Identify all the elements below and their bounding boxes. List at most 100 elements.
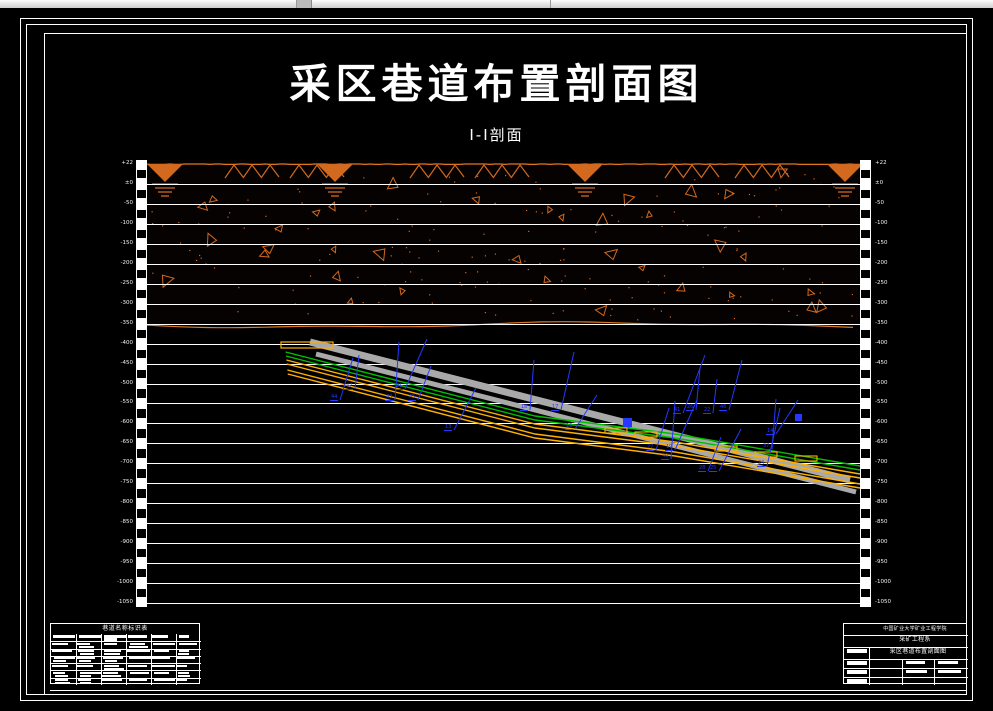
annotation-label[interactable]: 45 bbox=[408, 394, 417, 401]
annotation-label[interactable]: 21 bbox=[395, 383, 404, 390]
legend-cell-text bbox=[128, 679, 148, 682]
legend-cell-text bbox=[154, 649, 170, 653]
legend-cell-text bbox=[53, 657, 75, 660]
annotation-label[interactable]: 14 bbox=[766, 428, 775, 435]
gravel-symbol bbox=[777, 168, 789, 179]
annotation-label[interactable]: 25 bbox=[709, 465, 718, 472]
axis-tick-label: -100 bbox=[875, 219, 888, 226]
legend-row-divider bbox=[51, 656, 201, 657]
sand-dot bbox=[647, 281, 649, 283]
gridline bbox=[145, 283, 860, 285]
sand-dot bbox=[494, 253, 497, 255]
drawing-name: 采区巷道布置剖面图 bbox=[889, 648, 947, 655]
sand-dot bbox=[307, 313, 309, 315]
ruler-block bbox=[137, 229, 146, 239]
sand-dot bbox=[669, 316, 672, 318]
annotation-label[interactable]: 18 bbox=[520, 404, 529, 411]
legend-cell-text bbox=[102, 679, 122, 682]
legend-cell-text bbox=[78, 635, 101, 638]
sand-dot bbox=[418, 257, 420, 259]
gridline bbox=[145, 363, 860, 365]
axis-tick-label: -150 bbox=[875, 239, 888, 246]
title-block-cell-text bbox=[906, 670, 927, 673]
legend-cell-text bbox=[103, 635, 126, 638]
axis-tick-label: ±0 bbox=[875, 179, 884, 186]
ruler-block bbox=[861, 249, 870, 259]
annotation-label[interactable]: 24 bbox=[757, 460, 766, 467]
sand-dot bbox=[448, 176, 451, 178]
title-block-row-label bbox=[847, 670, 867, 674]
ruler-block bbox=[137, 269, 146, 279]
ruler-block bbox=[137, 349, 146, 358]
annotation-label[interactable]: 22 bbox=[703, 407, 712, 414]
gravel-symbol bbox=[208, 195, 219, 203]
gravel-symbol bbox=[543, 275, 552, 284]
title-block[interactable]: 中国矿业大学矿业工程学院 采矿工程系 采区巷道布置剖面图 bbox=[843, 623, 968, 685]
roadway-legend-table[interactable]: 巷道名称标识表 bbox=[50, 623, 201, 685]
legend-cell-text bbox=[152, 664, 175, 667]
sand-dot bbox=[427, 193, 429, 195]
ruler-block bbox=[861, 529, 870, 538]
axis-tick-label: -1050 bbox=[875, 599, 891, 605]
sand-dot bbox=[562, 248, 565, 250]
annotation-label[interactable]: 26 bbox=[686, 404, 695, 411]
annotation-label[interactable]: 28 bbox=[698, 465, 707, 472]
sand-dot bbox=[656, 195, 658, 197]
gravel-symbol bbox=[161, 274, 175, 289]
annotation-label[interactable]: 41 bbox=[673, 407, 682, 414]
ruler-block bbox=[861, 329, 870, 338]
axis-tick-label: -500 bbox=[875, 379, 888, 386]
ruler-block bbox=[861, 409, 870, 418]
annotation-label[interactable]: 13 bbox=[444, 424, 453, 431]
ruler-block bbox=[137, 469, 146, 478]
annotation-label[interactable]: 37 bbox=[762, 443, 771, 450]
sand-dot bbox=[796, 314, 798, 316]
axis-tick-label: -950 bbox=[120, 559, 133, 566]
gravel-symbol bbox=[511, 254, 522, 265]
axis-tick-label: -650 bbox=[120, 439, 133, 446]
ruler-block bbox=[137, 549, 146, 558]
sand-dot bbox=[813, 293, 816, 295]
annotation-label[interactable]: 17 bbox=[551, 404, 560, 411]
gridline bbox=[145, 203, 860, 205]
legend-cell-text bbox=[153, 671, 169, 675]
annotation-label[interactable]: 46 bbox=[719, 404, 728, 411]
sand-dot bbox=[710, 286, 712, 288]
sand-dot bbox=[723, 226, 726, 229]
annotation-label[interactable]: 27 bbox=[646, 444, 655, 451]
sand-dot bbox=[476, 271, 479, 273]
sand-dot bbox=[309, 275, 312, 277]
sand-dot bbox=[237, 311, 239, 313]
annotation-label[interactable]: 19 bbox=[665, 444, 674, 451]
annotation-label[interactable]: 44 bbox=[330, 394, 339, 401]
legend-cell-text bbox=[153, 642, 175, 645]
sand-dot bbox=[663, 275, 666, 277]
sand-dot bbox=[384, 284, 386, 286]
annotation-label[interactable]: 43 bbox=[385, 394, 394, 401]
gravel-symbol bbox=[547, 205, 554, 214]
sand-dot bbox=[717, 175, 719, 177]
ruler-block bbox=[137, 489, 146, 498]
sand-dot bbox=[505, 174, 507, 177]
legend-cell-text bbox=[54, 682, 71, 685]
sand-dot bbox=[782, 268, 785, 270]
axis-tick-label: -600 bbox=[120, 419, 133, 426]
annotation-label[interactable]: 40 bbox=[661, 453, 670, 460]
annotation-label[interactable]: 16 bbox=[565, 423, 574, 430]
gravel-symbol bbox=[684, 183, 698, 198]
axis-tick-label: ±0 bbox=[124, 179, 133, 186]
ruler-block bbox=[137, 369, 146, 378]
sand-dot bbox=[247, 199, 249, 201]
ruler-block bbox=[861, 269, 870, 279]
gridline bbox=[145, 383, 860, 385]
legend-cell-text bbox=[127, 664, 147, 667]
ruler-block bbox=[861, 589, 870, 598]
sand-dot bbox=[494, 314, 497, 316]
annotation-label[interactable]: 47 bbox=[345, 383, 354, 390]
sand-dot bbox=[851, 315, 853, 317]
legend-cell-text bbox=[104, 638, 117, 641]
chrome-segment-right bbox=[550, 0, 993, 8]
sand-dot bbox=[686, 224, 689, 227]
ruler-block bbox=[137, 289, 146, 299]
